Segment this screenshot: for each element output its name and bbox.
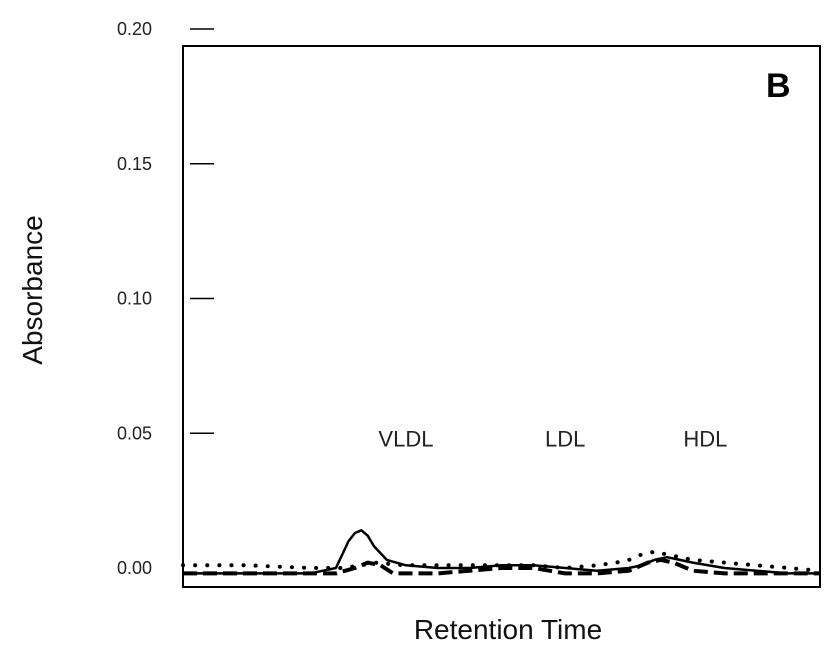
y-tick-label: 0.05 (117, 423, 152, 443)
series-line-dashed (183, 557, 820, 576)
y-axis-title: Absorbance (17, 215, 48, 364)
plot-frame (182, 45, 821, 588)
y-tick-label: 0.00 (117, 558, 152, 578)
peak-label-hdl: HDL (683, 427, 727, 452)
panel-label: B (766, 67, 791, 105)
series-layer (181, 529, 822, 576)
peak-label-ldl: LDL (545, 427, 585, 452)
y-tick-label: 0.10 (117, 289, 152, 309)
series-line-solid (183, 529, 820, 575)
series-line-dotted (181, 549, 822, 573)
y-tick-label: 0.20 (117, 19, 152, 39)
peak-label-vldl: VLDL (378, 427, 433, 452)
y-axis-ticks: 0.000.050.100.150.200.25 (117, 19, 214, 578)
y-tick-label: 0.15 (117, 154, 152, 174)
x-axis-title: Retention Time (414, 614, 602, 645)
annotation-layer: VLDL LDL HDL (378, 427, 727, 452)
